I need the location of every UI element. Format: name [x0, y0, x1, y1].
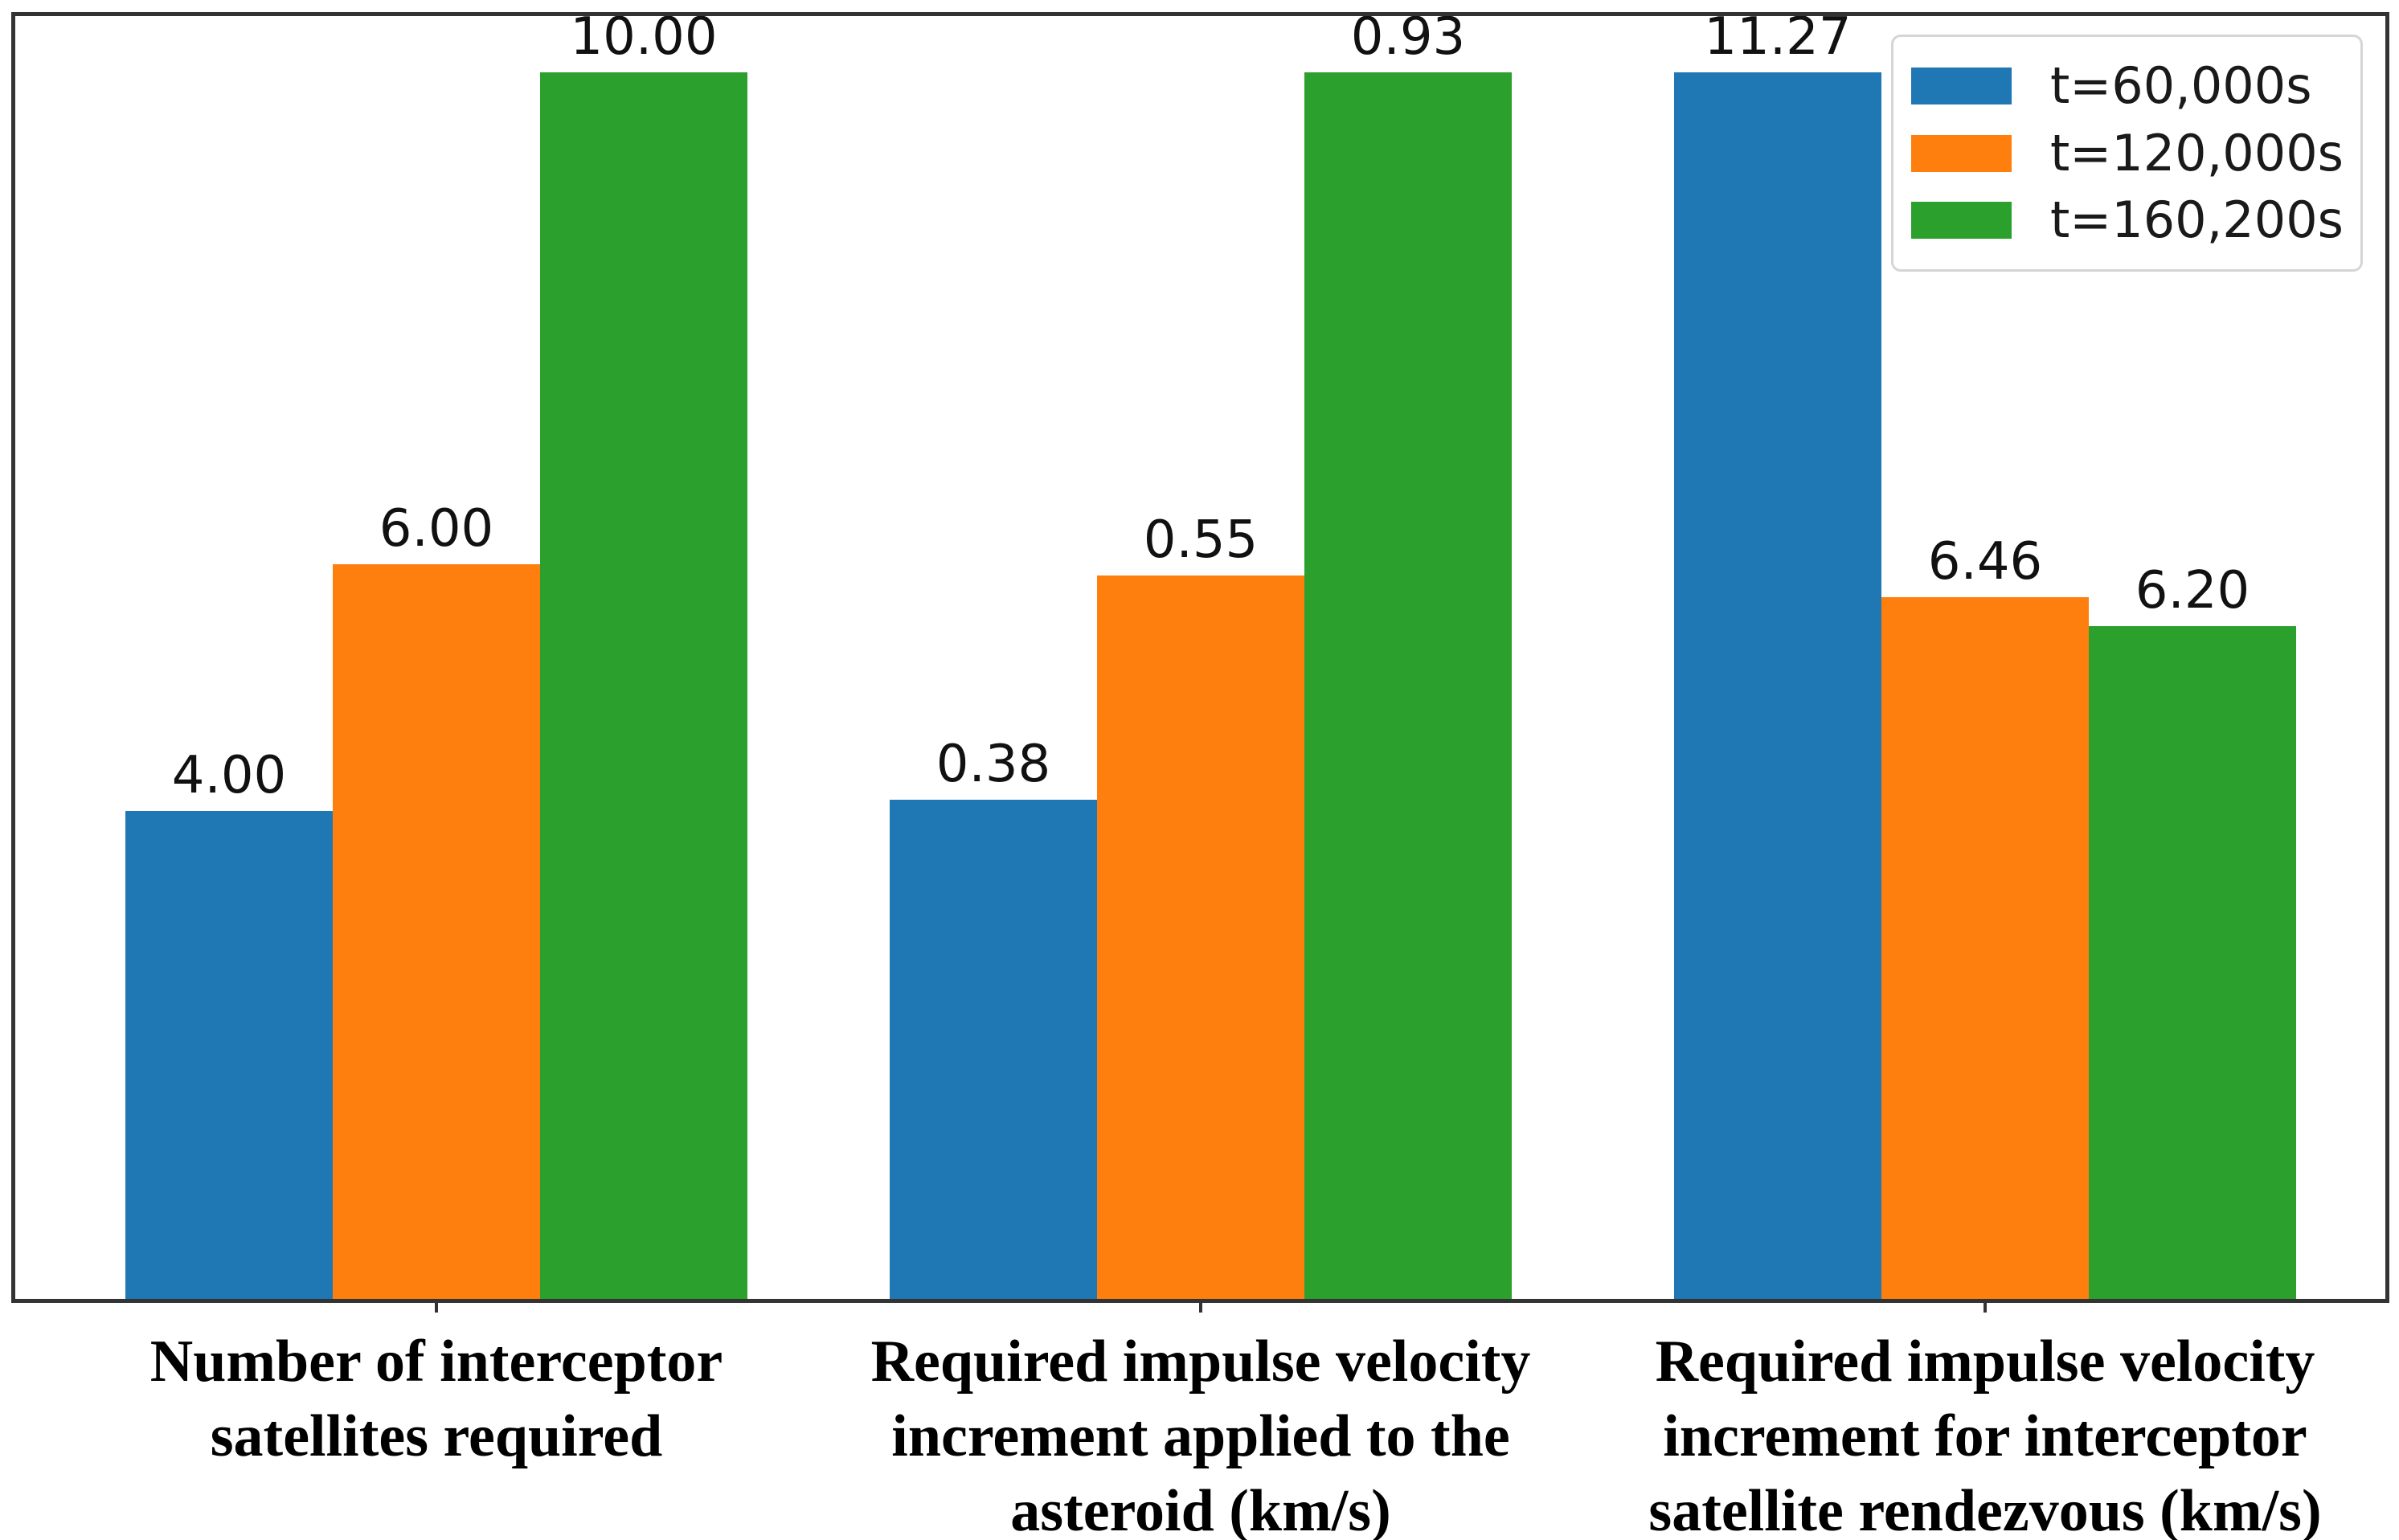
bar-value-label: 6.20 [2135, 561, 2250, 621]
legend-item-t160200: t=160,200s [1911, 195, 2360, 245]
category-label-line: Required impulse velocity [870, 1329, 1531, 1395]
bar-value-label: 6.00 [379, 499, 494, 559]
bar-value-label: 6.46 [1927, 532, 2043, 592]
legend-swatch-orange [1911, 134, 2012, 172]
legend: t=60,000s t=120,000s t=160,200s [1891, 35, 2363, 272]
bar-value-label: 0.93 [1350, 7, 1466, 67]
category-label-line: Number of interceptor [149, 1329, 723, 1395]
legend-swatch-blue [1911, 67, 2012, 104]
bar-t120000s-group1 [333, 564, 540, 1303]
legend-label: t=160,200s [2050, 190, 2344, 250]
x-axis-tick [435, 1301, 438, 1313]
category-label-line: satellite rendezvous (km/s) [1648, 1478, 2322, 1540]
category-label-line: satellites required [210, 1403, 663, 1469]
legend-item-t60000: t=60,000s [1911, 55, 2360, 115]
x-axis-tick [1983, 1301, 1987, 1313]
category-label-line: Required impulse velocity [1655, 1329, 2315, 1395]
category-label-group3: Required impulse velocity increment for i… [1648, 1325, 2321, 1540]
bar-t120000s-group2 [1097, 575, 1304, 1303]
bar-t60000s-group1 [125, 811, 333, 1303]
bar-t160200s-group1 [540, 72, 747, 1303]
category-label-group1: Number of interceptor satellites required [150, 1325, 723, 1474]
bar-t60000s-group3 [1674, 72, 1881, 1303]
bar-value-label: 11.27 [1704, 7, 1852, 67]
category-label-line: increment for interceptor [1663, 1403, 2307, 1469]
bar-value-label: 4.00 [171, 746, 287, 805]
legend-swatch-green [1911, 202, 2012, 240]
bar-value-label: 10.00 [570, 7, 718, 67]
legend-label: t=120,000s [2050, 123, 2344, 182]
legend-label: t=60,000s [2050, 55, 2312, 115]
bar-t60000s-group2 [890, 800, 1097, 1303]
x-axis-tick [1199, 1301, 1202, 1313]
bar-t120000s-group3 [1881, 597, 2089, 1303]
category-label-group2: Required impulse velocity increment appli… [871, 1325, 1531, 1540]
category-label-line: increment applied to the [891, 1403, 1510, 1469]
bar-t160200s-group3 [2089, 626, 2296, 1303]
bar-value-label: 0.55 [1143, 510, 1259, 570]
bar-t160200s-group2 [1304, 72, 1512, 1303]
category-label-line: asteroid (km/s) [1010, 1478, 1391, 1540]
legend-item-t120000: t=120,000s [1911, 123, 2360, 182]
bar-value-label: 0.38 [935, 735, 1051, 794]
